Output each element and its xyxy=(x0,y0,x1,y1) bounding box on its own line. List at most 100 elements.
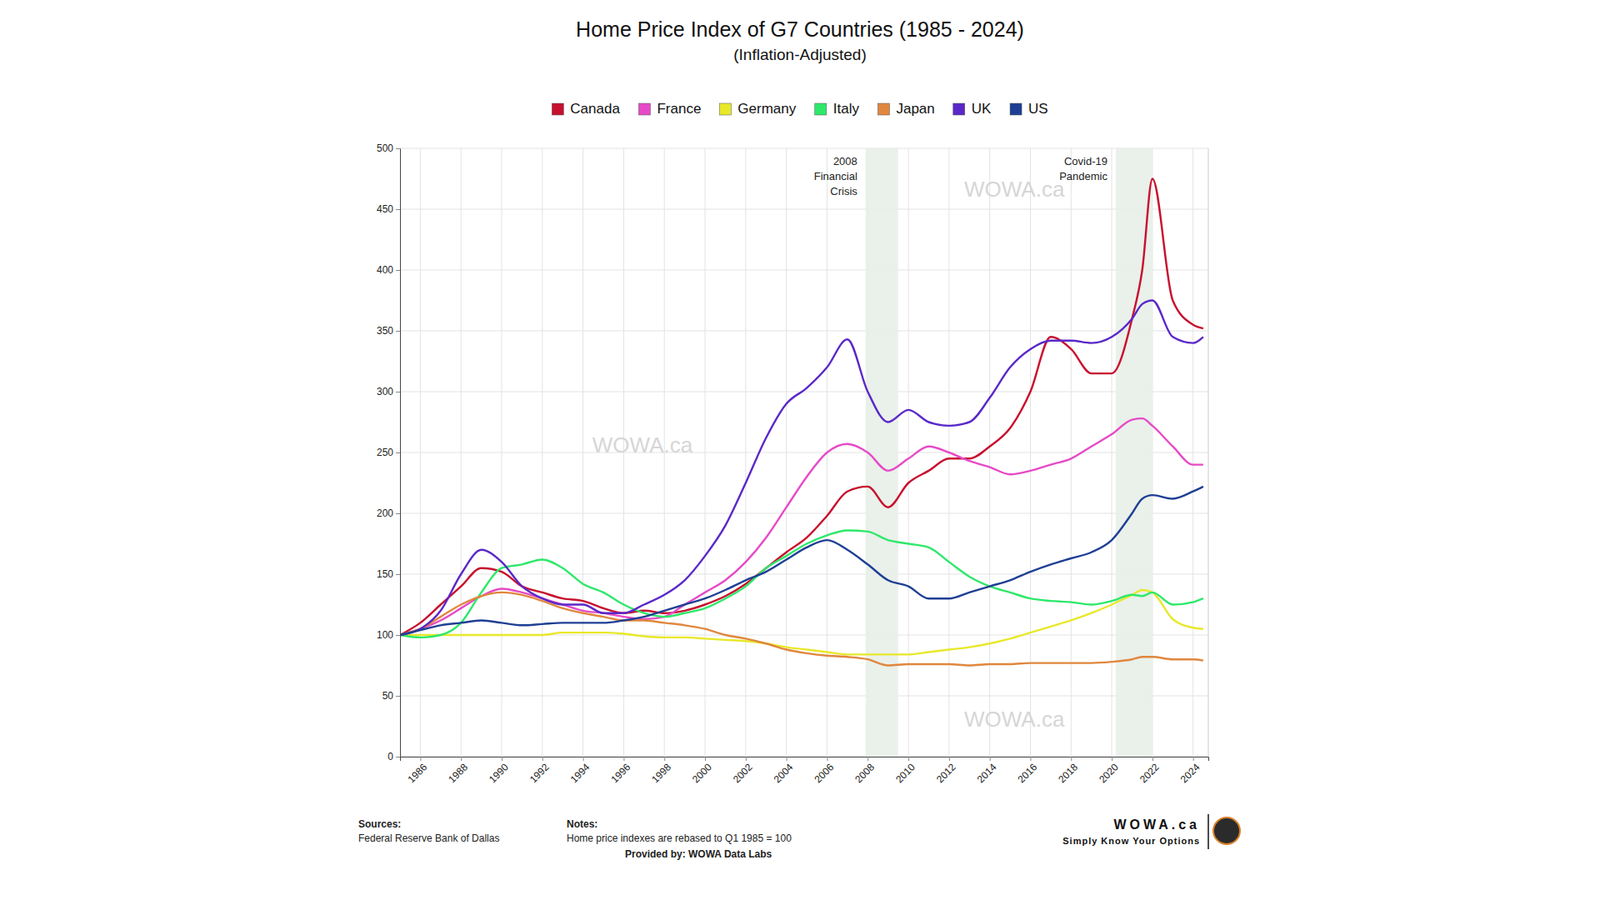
footer-brand: WOWA.ca xyxy=(1113,817,1200,832)
y-tick: 50 xyxy=(382,690,400,702)
x-tick-mark xyxy=(949,756,950,761)
series-line xyxy=(400,179,1204,636)
y-tick-label: 450 xyxy=(376,203,394,215)
footer-notes-label: Notes: xyxy=(566,818,598,830)
y-tick: 150 xyxy=(376,568,400,580)
x-tick-mark xyxy=(745,756,747,761)
x-tick-mark xyxy=(1152,756,1154,761)
x-axis-line xyxy=(400,757,1210,762)
x-tick-mark xyxy=(501,756,503,761)
x-tick: 2024 xyxy=(1178,756,1203,785)
watermark: WOWA.ca xyxy=(964,176,1065,202)
legend-swatch xyxy=(815,103,827,115)
x-tick: 1988 xyxy=(445,756,470,785)
x-tick-label: 1990 xyxy=(486,760,511,785)
x-tick: 1994 xyxy=(568,756,593,785)
x-tick-mark xyxy=(908,756,910,761)
subtitle: (Inflation-Adjusted) xyxy=(733,45,866,64)
y-tick-label: 400 xyxy=(376,264,394,276)
series-line xyxy=(400,590,1204,655)
grid-line-y xyxy=(400,513,1209,515)
x-tick-label: 1992 xyxy=(527,760,552,785)
y-tick: 350 xyxy=(376,325,400,337)
footer-sources-label: Sources: xyxy=(358,818,401,830)
legend-item: Canada xyxy=(551,100,620,117)
legend-item: UK xyxy=(953,100,992,117)
x-tick: 2014 xyxy=(975,756,1000,785)
x-tick-mark xyxy=(1070,756,1072,761)
band-label: Covid-19Pandemic xyxy=(1059,155,1108,183)
x-tick-mark xyxy=(826,756,828,761)
series-line xyxy=(400,300,1204,636)
y-tick: 0 xyxy=(387,750,400,763)
shaded-band xyxy=(1115,148,1153,757)
x-tick-label: 2020 xyxy=(1096,760,1121,785)
grid-line-y xyxy=(400,695,1209,697)
x-tick-mark xyxy=(623,756,625,761)
y-axis-line xyxy=(395,149,401,758)
x-tick-label: 1986 xyxy=(405,760,430,785)
legend-label: Japan xyxy=(895,100,935,117)
x-tick-label: 1994 xyxy=(568,760,593,785)
watermark: WOWA.ca xyxy=(964,706,1065,732)
x-tick-mark xyxy=(1030,756,1031,761)
grid-line-y xyxy=(400,148,1209,150)
watermark: WOWA.ca xyxy=(592,432,694,458)
legend-swatch xyxy=(1010,103,1022,115)
chart: Home Price Index of G7 Countries (1985 -… xyxy=(341,6,1259,890)
x-tick: 2004 xyxy=(771,756,796,785)
legend-item: Japan xyxy=(877,100,935,117)
x-tick-mark xyxy=(867,756,869,761)
y-tick: 400 xyxy=(376,264,400,276)
x-axis: 1986 1988 1990 1992 1994 1996 1998 2000 2002 2004… xyxy=(400,756,1210,785)
grid xyxy=(400,148,1209,757)
legend-label: US xyxy=(1028,100,1049,117)
legend-label: UK xyxy=(971,100,992,117)
band-label: 2008FinancialCrisis xyxy=(814,155,859,198)
y-axis: 050100150200250300350400450500 xyxy=(376,142,401,763)
legend-item: France xyxy=(638,100,701,117)
x-tick-label: 2024 xyxy=(1178,760,1203,785)
legend-item: Germany xyxy=(719,100,796,117)
footer-notes: Home price indexes are rebased to Q1 198… xyxy=(566,832,792,845)
y-tick: 250 xyxy=(376,446,400,459)
x-tick-label: 2004 xyxy=(771,760,796,785)
plot-frame-right xyxy=(1208,148,1210,757)
x-tick-label: 2000 xyxy=(690,760,715,785)
x-tick: 1986 xyxy=(405,756,430,785)
x-tick: 1998 xyxy=(649,756,674,785)
y-tick-mark xyxy=(395,635,400,636)
grid-line-y xyxy=(400,391,1209,393)
x-tick-label: 2018 xyxy=(1055,760,1080,785)
y-tick: 500 xyxy=(376,142,400,155)
x-tick-label: 2008 xyxy=(852,760,877,785)
x-tick-label: 1996 xyxy=(608,760,633,785)
y-tick-mark xyxy=(395,513,400,515)
y-tick-label: 150 xyxy=(376,568,394,580)
x-tick: 2018 xyxy=(1055,756,1080,785)
x-tick-mark xyxy=(705,756,706,761)
x-tick-label: 2014 xyxy=(975,760,1000,785)
y-tick-mark xyxy=(395,756,400,758)
x-tick-label: 1988 xyxy=(445,760,470,785)
x-tick-mark xyxy=(420,756,421,761)
x-tick-label: 2016 xyxy=(1015,760,1040,785)
y-tick-label: 200 xyxy=(376,507,394,520)
x-tick: 2008 xyxy=(852,756,877,785)
x-tick: 2020 xyxy=(1096,756,1121,785)
footer-provided-by: Provided by: WOWA Data Labs xyxy=(625,848,773,860)
x-tick: 2022 xyxy=(1137,756,1162,785)
x-tick: 1992 xyxy=(527,756,552,785)
y-tick-mark xyxy=(395,209,400,210)
y-tick: 300 xyxy=(376,385,400,398)
legend-label: Italy xyxy=(833,100,860,117)
y-tick: 450 xyxy=(376,203,400,215)
grid-line-y xyxy=(400,209,1209,210)
legend-swatch xyxy=(877,103,890,115)
x-tick: 2002 xyxy=(730,756,755,785)
grid-line-y xyxy=(400,574,1209,575)
legend-swatch xyxy=(551,103,564,115)
legend-swatch xyxy=(953,103,965,115)
legend-label: Germany xyxy=(737,100,796,117)
footer-divider xyxy=(1207,814,1210,850)
